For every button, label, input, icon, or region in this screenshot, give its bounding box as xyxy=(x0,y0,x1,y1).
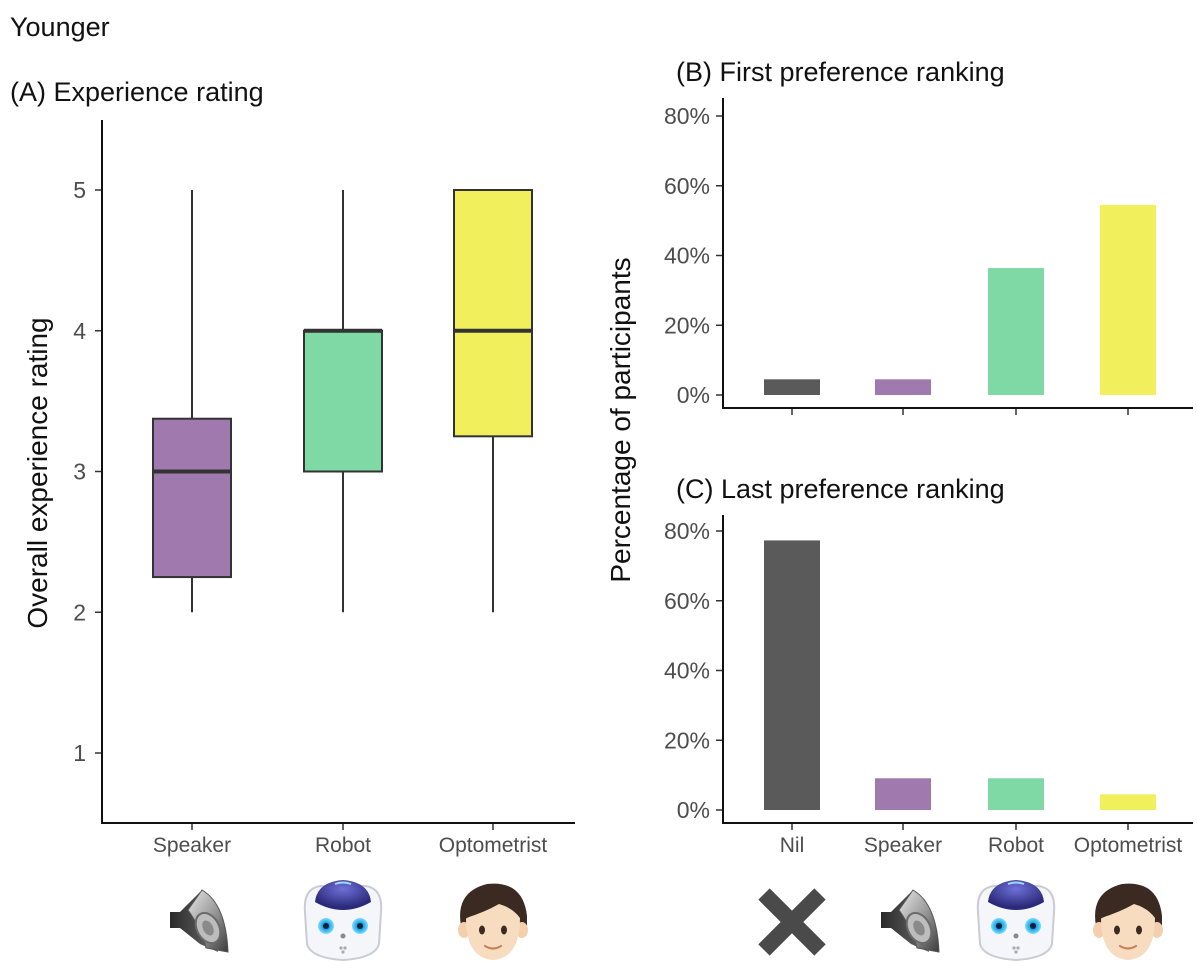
panel-a-title: (A) Experience rating xyxy=(10,77,264,107)
panel-b-y-tick-label: 60% xyxy=(664,173,710,199)
panel-b-bar-speaker xyxy=(875,379,931,395)
person-icon xyxy=(456,882,530,962)
panel-b-y-tick-label: 80% xyxy=(664,103,710,129)
speaker-icon xyxy=(880,889,940,953)
panel-a-marks: 1 2 3 4 5 Speaker Robot Optometrist xyxy=(73,177,547,857)
panel-a-box xyxy=(303,329,383,473)
panel-c-y-tick-label: 20% xyxy=(664,727,710,753)
panel-c-title: (C) Last preference ranking xyxy=(676,474,1005,504)
panel-b-bar-robot xyxy=(988,268,1044,395)
panel-c-x-tick-label: Optometrist xyxy=(1074,834,1183,857)
shared-y-axis-label: Percentage of participants xyxy=(605,257,636,582)
panel-a-x-tick-label: Robot xyxy=(315,834,371,857)
panel-a-y-axis-label: Overall experience rating xyxy=(22,317,53,628)
panel-c-y-tick-label: 60% xyxy=(664,588,710,614)
panel-a-x-tick-label: Speaker xyxy=(153,834,231,857)
robot-icon xyxy=(303,879,383,961)
panel-b-marks: 0% 20% 40% 60% 80% xyxy=(664,103,1156,415)
panel-b-y-tick-label: 20% xyxy=(664,312,710,338)
panel-c-y-tick-label: 0% xyxy=(677,797,710,823)
panel-a-box xyxy=(453,189,533,438)
panel-c-y-tick-label: 40% xyxy=(664,658,710,684)
panel-c-x-tick-label: Robot xyxy=(988,834,1044,857)
person-icon xyxy=(1091,882,1165,962)
panel-c-x-tick-label: Speaker xyxy=(864,834,942,857)
panel-a-x-tick-label: Optometrist xyxy=(439,834,548,857)
panel-a-y-tick-label: 4 xyxy=(73,318,86,344)
panel-a-y-tick-label: 1 xyxy=(73,740,86,766)
panel-b-first-preference: (B) First preference ranking 0% 20% 40% 60%… xyxy=(664,57,1193,415)
panel-b-y-tick-label: 40% xyxy=(664,243,710,269)
panel-c-last-preference: (C) Last preference ranking 0% 20% 40% 60% 8… xyxy=(664,474,1193,857)
panel-a-y-tick-label: 2 xyxy=(73,599,86,625)
panel-c-x-tick-label: Nil xyxy=(780,834,805,857)
cross-icon xyxy=(764,894,820,950)
panel-c-bar-speaker xyxy=(875,778,931,810)
panel-a-box xyxy=(152,417,232,579)
robot-icon xyxy=(976,879,1056,961)
panel-c-bar-nil xyxy=(764,540,820,810)
panel-a-experience-rating: (A) Experience rating Overall experience… xyxy=(10,77,575,857)
panel-b-title: (B) First preference ranking xyxy=(676,57,1005,87)
panel-b-bar-nil xyxy=(764,379,820,395)
panel-a-y-tick-label: 5 xyxy=(73,177,86,203)
panel-c-bar-robot xyxy=(988,778,1044,810)
speaker-icon xyxy=(169,889,229,953)
figure-title: Younger xyxy=(10,12,110,42)
panel-b-y-tick-label: 0% xyxy=(677,382,710,408)
panel-a-y-tick-label: 3 xyxy=(73,459,86,485)
category-icons xyxy=(169,879,1165,962)
panel-c-bar-optometrist xyxy=(1100,794,1156,810)
panel-b-bar-optometrist xyxy=(1100,204,1156,395)
panel-c-marks: 0% 20% 40% 60% 80% Nil Speaker Robot Optometrist xyxy=(664,518,1182,857)
panel-c-y-tick-label: 80% xyxy=(664,518,710,544)
